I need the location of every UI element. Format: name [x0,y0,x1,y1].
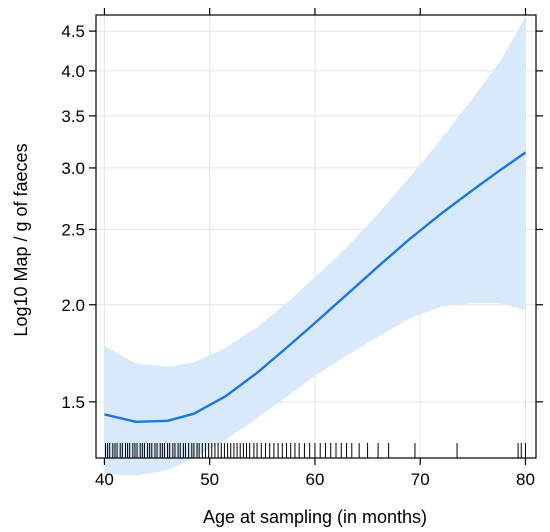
fit-line-group [104,151,527,423]
y-tick-label: 3.5 [61,107,85,126]
x-tick-label: 70 [411,470,430,489]
x-tick-label: 40 [95,470,114,489]
confidence-band-group [104,16,526,476]
y-tick-label: 1.5 [61,393,85,412]
tick-labels: 40 50 60 70 80 1.5 2.0 2.5 3.0 3.5 4.0 4.5 [61,22,535,489]
x-tick-label: 50 [200,470,219,489]
x-tick-label: 60 [305,470,324,489]
plot-border [95,14,537,459]
fit-line [104,151,527,423]
confidence-band [104,16,526,476]
x-axis-label: Age at sampling (in months) [203,507,427,527]
y-tick-label: 2.5 [61,220,85,239]
y-tick-label: 3.0 [61,159,85,178]
rug-marks [104,443,526,458]
x-tick-label: 80 [516,470,535,489]
y-tick-label: 2.0 [61,296,85,315]
axis-ticks [89,8,543,465]
y-axis-label: Log10 Map / g of faeces [11,143,31,336]
y-tick-label: 4.0 [61,62,85,81]
y-tick-label: 4.5 [61,22,85,41]
plot-frame [95,14,537,459]
